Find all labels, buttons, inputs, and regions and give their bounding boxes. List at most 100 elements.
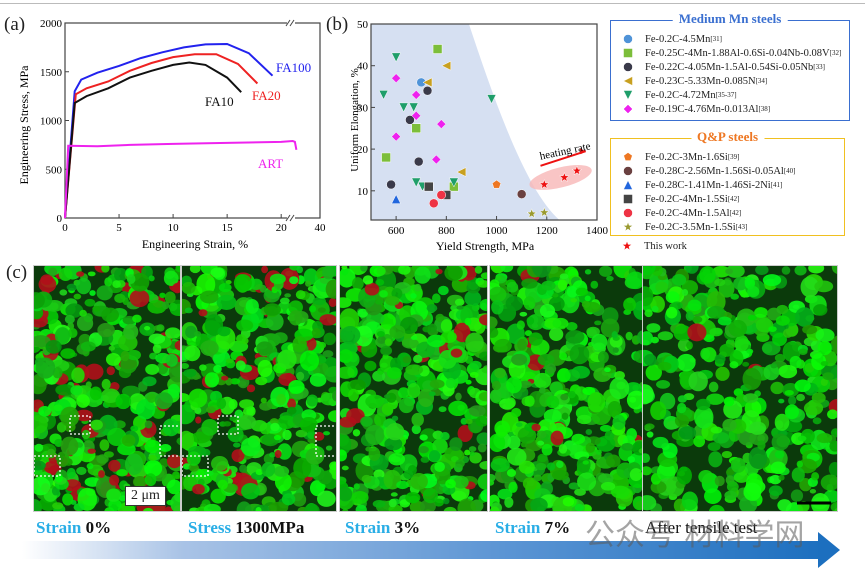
- legend-item: Fe-0.2C-4.72Mn [35-37]: [621, 89, 737, 101]
- legend-marker-icon: [623, 34, 633, 44]
- legend-marker: [623, 179, 633, 190]
- step-key: Stress: [188, 518, 236, 537]
- y-tick-label: 500: [46, 164, 63, 176]
- x-axis-label: Yield Strength, MPa: [436, 239, 535, 253]
- heating-rate-annotation: heating rate: [539, 140, 592, 162]
- stress-strain-chart: 0 5 10 15 20 40 0 500 1000 1500 2000 FA100 FA20 FA10…: [17, 18, 327, 251]
- legend-marker-icon: [623, 194, 633, 204]
- legend-marker-icon: [623, 104, 633, 114]
- legend-label: Fe-0.2C-4.72Mn: [645, 89, 716, 101]
- legend-label: This work: [644, 240, 687, 252]
- data-point: [378, 90, 389, 100]
- data-point: [391, 73, 401, 84]
- data-point: [448, 177, 459, 188]
- micrograph-frame: [33, 265, 181, 512]
- data-point: [429, 198, 439, 209]
- highlight-box: [69, 415, 91, 435]
- data-point: [424, 181, 434, 192]
- x-tick-label: 40: [315, 222, 327, 234]
- legend-marker: [623, 34, 633, 44]
- y-tick-label: 1500: [40, 67, 63, 79]
- legend-marker-icon: [623, 152, 633, 161]
- strain-step-label: Stress 1300MPa: [188, 518, 304, 538]
- x-tick-label: 20: [276, 222, 288, 234]
- top-divider: [0, 3, 865, 4]
- legend-marker: [623, 62, 633, 72]
- legend-marker: [623, 104, 633, 114]
- highlight-box: [159, 425, 180, 457]
- legend-medium-mn: Medium Mn steels Fe-0.2C-4.5Mn [31] Fe-0.2…: [610, 11, 850, 121]
- legend-item: Fe-0.2C-4.5Mn [31]: [621, 33, 722, 45]
- step-value: 1300MPa: [235, 518, 305, 537]
- axis-break-mark: [289, 19, 295, 27]
- legend-item: Fe-0.22C-4.05Mn-1.5Al-0.54Si-0.05Nb [33]: [621, 61, 825, 73]
- data-point: [441, 60, 452, 71]
- series-label-fa20: FA20: [252, 88, 281, 103]
- legend-item: Fe-0.2C-3.5Mn-1.5Si [43]: [621, 221, 747, 233]
- y-tick-label: 2000: [40, 18, 63, 30]
- data-point: [391, 131, 401, 142]
- legend-marker-icon: [623, 90, 633, 101]
- legend-marker: [623, 194, 633, 204]
- series-label-fa10: FA10: [205, 94, 234, 109]
- legend-marker-icon: [621, 240, 633, 251]
- heating-rate-arrow: [540, 150, 587, 167]
- strain-step-label: Strain 3%: [345, 518, 420, 538]
- y-tick-label: 20: [357, 144, 369, 156]
- data-point: [558, 171, 570, 183]
- step-value: 3%: [394, 518, 421, 537]
- legend-marker-icon: [623, 179, 633, 190]
- y-tick-label: 50: [357, 19, 369, 31]
- legend-label: Fe-0.2C-4.5Mn: [645, 33, 711, 45]
- data-point: [516, 189, 527, 199]
- x-tick-label: 600: [388, 225, 405, 237]
- legend-ref: [39]: [727, 153, 740, 161]
- x-tick-label: 1000: [486, 225, 509, 237]
- axis-break-mark: [285, 214, 291, 222]
- legend-title-medium-mn: Medium Mn steels: [672, 11, 788, 27]
- data-point: [408, 102, 419, 113]
- legend-item: Fe-0.2C-3Mn-1.6Si [39]: [621, 151, 740, 163]
- legend-ref: [34]: [755, 77, 768, 85]
- data-point: [411, 90, 422, 100]
- legend-label: Fe-0.23C-5.33Mn-0.085N: [645, 75, 756, 87]
- arrow-head-icon: [579, 148, 586, 155]
- legend-ref: [43]: [735, 223, 748, 231]
- legend-marker: [623, 152, 633, 161]
- axis-break-mark: [289, 214, 295, 222]
- data-point: [405, 115, 415, 125]
- legend-marker: [623, 208, 633, 218]
- plot-frame: [64, 22, 321, 219]
- data-point: [436, 119, 447, 129]
- y-tick-label: 1000: [40, 116, 63, 128]
- micrograph-frame: [489, 265, 643, 512]
- legend-ref: [31]: [710, 35, 723, 43]
- micrograph-frame: [181, 265, 337, 512]
- legend-ref: [41]: [770, 181, 783, 189]
- legend-label: Fe-0.22C-4.05Mn-1.5Al-0.54Si-0.05Nb: [645, 61, 814, 73]
- data-point: [456, 167, 467, 177]
- y-tick-label: 0: [57, 213, 63, 225]
- legend-label: Fe-0.28C-2.56Mn-1.56Si-0.05Al: [645, 165, 784, 177]
- watermark: 公众号 材料学网: [585, 518, 805, 553]
- data-point: [486, 94, 497, 105]
- highlight-box: [315, 425, 336, 457]
- legend-marker-icon: [622, 221, 634, 232]
- legend-item: Fe-0.23C-5.33Mn-0.085N [34]: [621, 75, 767, 87]
- progress-arrow-body: [22, 541, 822, 559]
- highlight-box: [217, 415, 239, 435]
- legend-ref: [38]: [758, 105, 771, 113]
- legend-marker: [622, 221, 634, 232]
- strength-elongation-chart: 600 800 1000 1200 1400 10 20 30 40 50 heating rat…: [349, 19, 609, 253]
- legend-marker: [622, 76, 633, 86]
- panel-label-b: (b): [326, 14, 349, 35]
- series-line-fa100: [64, 42, 274, 219]
- arrow-head-icon: [818, 532, 840, 568]
- plot-frame: [370, 23, 598, 221]
- legend-ref: [35-37]: [715, 91, 737, 99]
- legend-item: Fe-0.28C-1.41Mn-1.46Si-2Ni [41]: [621, 179, 782, 191]
- legend-label: Fe-0.2C-3Mn-1.6Si: [645, 151, 728, 163]
- x-tick-label: 10: [168, 222, 180, 234]
- series-line-art: [64, 139, 298, 219]
- x-tick-label: 800: [438, 225, 455, 237]
